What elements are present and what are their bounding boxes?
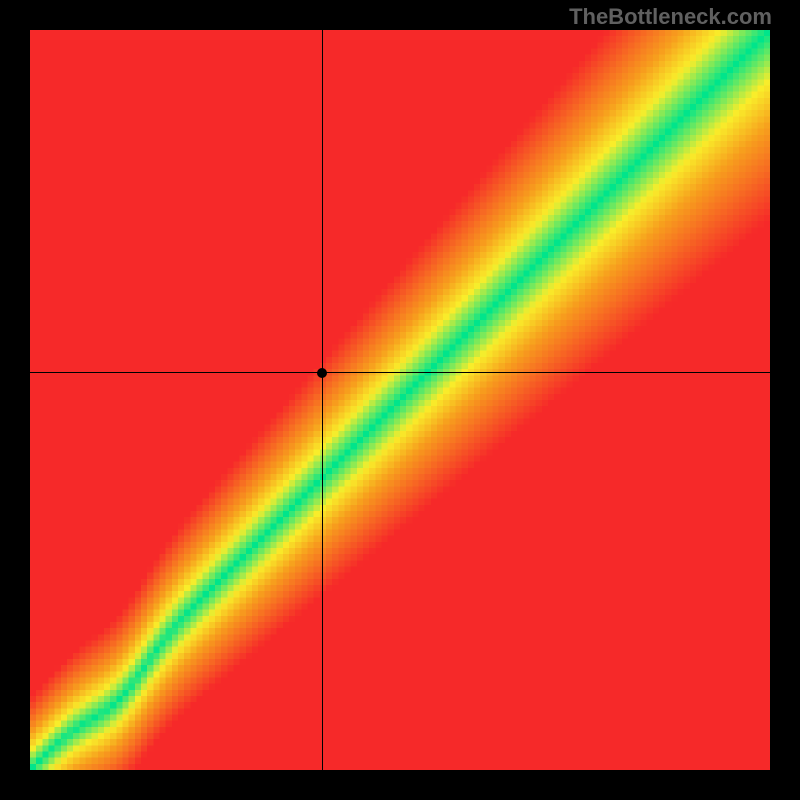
crosshair-vertical (322, 30, 323, 770)
marker-dot (317, 368, 327, 378)
watermark-text: TheBottleneck.com (569, 4, 772, 30)
heatmap-canvas (30, 30, 770, 770)
bottleneck-heatmap-chart: TheBottleneck.com (0, 0, 800, 800)
crosshair-horizontal (30, 372, 770, 373)
